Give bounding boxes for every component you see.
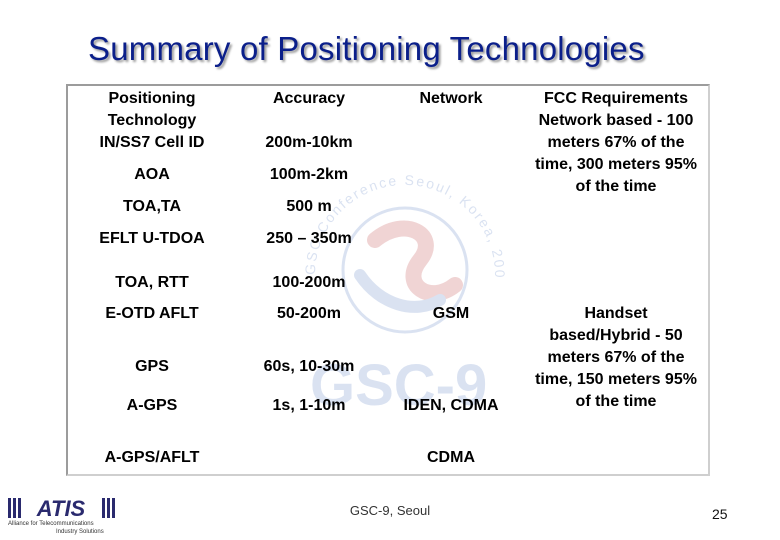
tech-cell: TOA, RTT — [115, 274, 189, 291]
accuracy-cell: 250 – 350m — [266, 230, 352, 247]
accuracy-cell: 60s, 10-30m — [263, 358, 355, 375]
atis-wordmark: ATIS — [36, 496, 86, 521]
accuracy-cell: 50-200m — [276, 305, 342, 322]
network-cell: GSM — [432, 305, 470, 322]
watermark-gsc-text: GSC-9 — [310, 353, 487, 418]
logo-tagline-2: Industry Solutions — [56, 529, 104, 535]
header-technology: Positioning Technology — [107, 90, 197, 129]
fcc-handset-requirement: Handset based/Hybrid - 50 meters 67% of … — [535, 305, 697, 410]
tech-cell: AOA — [134, 166, 170, 183]
tech-cell: IN/SS7 Cell ID — [99, 134, 205, 151]
header-network: Network — [419, 90, 483, 107]
fcc-network-requirement: FCC Requirements Network based - 100 met… — [535, 90, 697, 195]
network-cell: IDEN, CDMA — [403, 397, 499, 414]
network-cell: CDMA — [427, 449, 475, 466]
accuracy-cell: 500 m — [286, 198, 332, 215]
page-number: 25 — [712, 506, 728, 522]
accuracy-cell: 100m-2km — [269, 166, 349, 183]
table-frame — [66, 84, 710, 476]
slide-title: Summary of Positioning Technologies — [88, 30, 645, 67]
tech-cell: A-GPS — [126, 397, 178, 414]
header-accuracy: Accuracy — [272, 90, 346, 107]
tech-cell: E-OTD AFLT — [105, 305, 199, 322]
accuracy-cell: 1s, 1-10m — [272, 397, 346, 414]
tech-cell: GPS — [135, 358, 169, 375]
watermark-logo: GSC Conference Seoul, Korea, 2004 GSC-9 — [290, 135, 506, 418]
atis-logo: ATIS — [8, 496, 115, 521]
accuracy-cell: 200m-10km — [265, 134, 353, 151]
tech-cell: TOA,TA — [122, 198, 182, 215]
logo-tagline-1: Alliance for Telecommunications — [8, 521, 94, 527]
tech-cell: A-GPS/AFLT — [104, 449, 200, 466]
footer-text: GSC-9, Seoul — [349, 503, 431, 518]
accuracy-cell: 100-200m — [272, 274, 346, 291]
tech-cell: EFLT U-TDOA — [99, 230, 205, 247]
